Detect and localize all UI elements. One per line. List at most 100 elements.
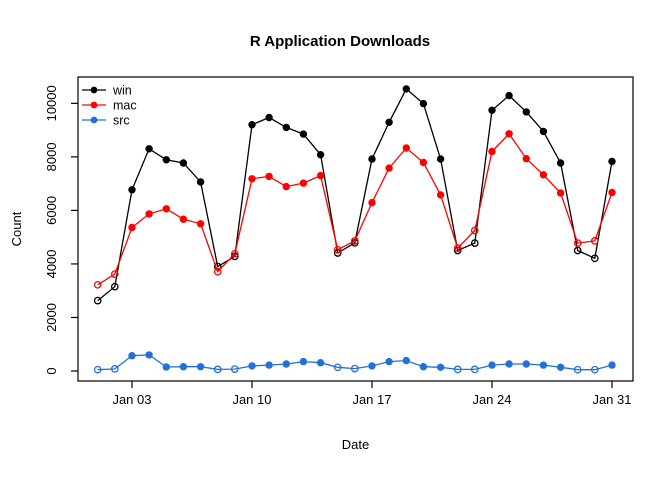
src-point-jan15 <box>333 363 342 372</box>
win-series-line <box>97 87 613 302</box>
mac-point-jan22 <box>453 244 462 252</box>
mac-point-jan12 <box>282 182 290 191</box>
win-point-jan27 <box>539 127 548 136</box>
win-point-jan14 <box>316 151 325 159</box>
win-point-jan04 <box>145 145 153 153</box>
win-point-jan02 <box>110 282 119 291</box>
mac-point-jan03 <box>128 223 136 232</box>
x-tick-label: Jan 17 <box>352 392 391 407</box>
mac-point-jan25 <box>505 130 513 138</box>
win-point-jan19 <box>402 85 410 93</box>
mac-point-jan15 <box>333 245 342 254</box>
src-point-jan05 <box>162 363 171 371</box>
src-point-jan27 <box>539 361 548 369</box>
x-axis-label: Date <box>342 437 369 452</box>
mac-point-jan08 <box>213 267 222 276</box>
mac-point-jan20 <box>419 158 428 167</box>
x-tick-label: Jan 03 <box>112 392 151 407</box>
win-point-jan23 <box>470 239 479 247</box>
x-tick-label: Jan 31 <box>592 392 631 407</box>
mac-point-jan13 <box>299 179 308 187</box>
y-tick-label: 6000 <box>44 196 59 225</box>
chart-title: R Application Downloads <box>250 33 430 50</box>
mac-point-jan18 <box>385 164 393 172</box>
win-point-jan17 <box>368 155 376 163</box>
win-point-jan25 <box>505 91 513 100</box>
src-point-jan10 <box>248 362 256 370</box>
win-point-jan01 <box>93 296 102 305</box>
plot-box <box>77 76 634 382</box>
win-point-jan13 <box>299 130 308 138</box>
win-point-jan30 <box>590 254 599 263</box>
src-point-jan11 <box>265 361 273 369</box>
src-point-jan01 <box>93 365 102 374</box>
mac-point-jan21 <box>436 191 445 199</box>
x-tick-label: Jan 10 <box>232 392 271 407</box>
src-point-jan02 <box>110 365 119 373</box>
src-point-jan13 <box>299 357 308 366</box>
win-point-jan24 <box>488 106 496 115</box>
mac-point-jan09 <box>230 249 239 258</box>
legend-marker-win <box>90 86 98 94</box>
win-point-jan29 <box>573 246 582 255</box>
win-point-jan07 <box>196 178 205 186</box>
mac-point-jan17 <box>368 198 376 207</box>
src-point-jan19 <box>402 356 410 365</box>
mac-point-jan02 <box>110 270 119 278</box>
win-point-jan31 <box>608 157 616 166</box>
mac-point-jan06 <box>179 215 188 223</box>
src-point-jan04 <box>145 351 153 359</box>
src-point-jan20 <box>419 363 428 371</box>
src-point-jan29 <box>573 365 582 374</box>
mac-point-jan19 <box>402 144 410 152</box>
src-series-line <box>97 354 613 371</box>
y-axis-label: Count <box>9 211 24 246</box>
src-point-jan08 <box>213 365 222 374</box>
src-point-jan28 <box>556 363 565 371</box>
src-point-jan21 <box>436 363 445 371</box>
src-point-jan24 <box>488 361 496 369</box>
mac-point-jan14 <box>316 171 325 180</box>
win-point-jan11 <box>265 113 273 122</box>
win-point-jan05 <box>162 156 171 164</box>
win-point-jan10 <box>248 121 256 129</box>
legend-label-win: win <box>112 84 132 98</box>
legend-marker-mac <box>90 101 98 109</box>
legend-marker-src <box>90 116 98 124</box>
win-point-jan12 <box>282 123 290 132</box>
src-point-jan18 <box>385 357 393 366</box>
src-point-jan09 <box>230 365 239 373</box>
mac-point-jan30 <box>590 237 599 245</box>
win-point-jan28 <box>556 159 565 167</box>
mac-point-jan05 <box>162 205 171 213</box>
mac-point-jan23 <box>470 226 479 235</box>
y-tick-label: 8000 <box>44 142 59 171</box>
src-point-jan26 <box>522 360 530 368</box>
mac-series-line <box>97 132 613 286</box>
mac-point-jan04 <box>145 210 153 218</box>
x-tick-label: Jan 24 <box>472 392 511 407</box>
y-tick-label: 4000 <box>44 249 59 278</box>
legend-label-src: src <box>113 114 130 128</box>
src-point-jan22 <box>453 365 462 374</box>
mac-point-jan28 <box>556 189 565 197</box>
mac-point-jan31 <box>608 188 616 197</box>
y-tick-label: 2000 <box>44 303 59 332</box>
src-point-jan25 <box>505 360 513 368</box>
mac-point-jan01 <box>93 280 102 289</box>
win-point-jan20 <box>419 99 428 108</box>
src-point-jan06 <box>179 363 188 371</box>
win-point-jan26 <box>522 108 530 116</box>
legend-label-mac: mac <box>113 99 137 113</box>
src-point-jan23 <box>470 365 479 374</box>
mac-point-jan24 <box>488 147 496 156</box>
src-point-jan17 <box>368 362 376 370</box>
mac-point-jan16 <box>350 237 359 245</box>
win-point-jan03 <box>128 186 136 194</box>
src-point-jan30 <box>590 365 599 374</box>
mac-point-jan27 <box>539 171 548 179</box>
mac-point-jan29 <box>573 239 582 247</box>
win-point-jan18 <box>385 118 393 127</box>
